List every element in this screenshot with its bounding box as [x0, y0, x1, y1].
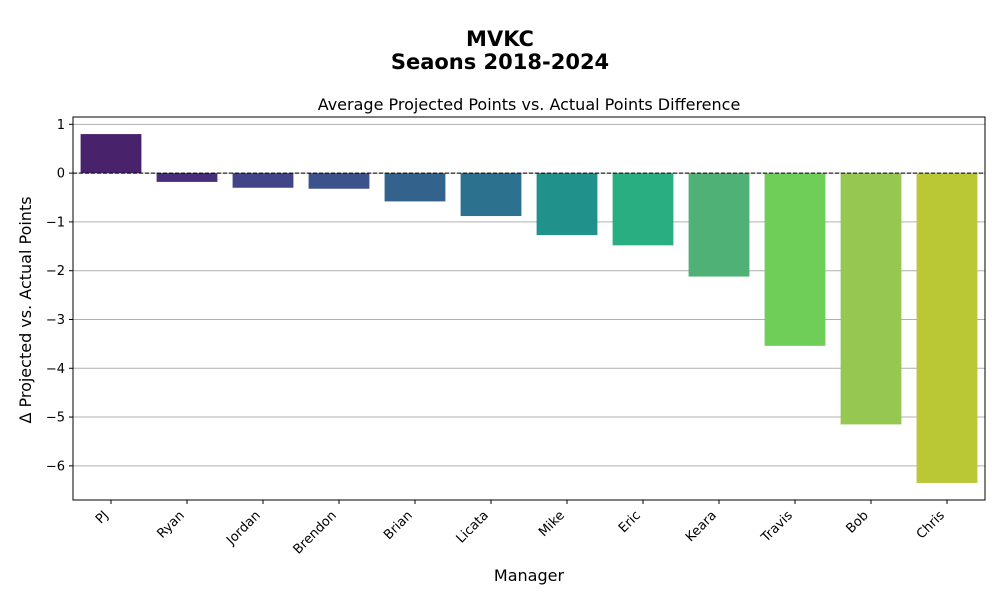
x-axis-ticks: PJ Ryan Jordan Brendon Brian Licata Mike Eric Ke…: [93, 500, 948, 557]
bar-keara: [688, 173, 750, 277]
x-tick-label: Keara: [683, 508, 720, 545]
bar-travis: [764, 173, 826, 346]
x-tick-label: Brian: [381, 508, 416, 543]
x-tick-label: Licata: [454, 508, 492, 546]
y-axis-label: Δ Projected vs. Actual Points: [16, 196, 35, 423]
bar-jordan: [232, 173, 294, 188]
y-tick-label: −3: [46, 313, 65, 328]
y-tick-label: 1: [57, 118, 65, 133]
y-tick-label: −5: [46, 411, 65, 426]
y-tick-label: −1: [46, 215, 65, 230]
bar-licata: [460, 173, 522, 217]
x-tick-label: Chris: [914, 508, 948, 542]
x-tick-label: Mike: [536, 508, 568, 540]
axes-frame: [72, 116, 986, 501]
x-tick-label: Jordan: [223, 508, 264, 549]
bars: [80, 134, 978, 483]
bar-pj: [80, 134, 142, 174]
y-tick-label: −2: [46, 264, 65, 279]
chart-suptitle-line2: Seaons 2018-2024: [391, 50, 609, 74]
y-axis-ticks: 1 0 −1 −2 −3 −4 −5 −6: [46, 118, 73, 474]
chart-suptitle-line1: MVKC: [466, 27, 534, 51]
bar-brendon: [308, 173, 370, 189]
bar-brian: [384, 173, 446, 202]
bar-chris: [916, 173, 978, 483]
x-axis-label: Manager: [494, 566, 565, 585]
x-tick-label: Ryan: [154, 508, 187, 541]
bar-eric: [612, 173, 674, 246]
x-tick-label: PJ: [93, 508, 112, 527]
x-tick-label: Eric: [616, 508, 644, 536]
bar-ryan: [156, 173, 218, 182]
bar-bob: [840, 173, 902, 425]
x-tick-label: Brendon: [291, 508, 340, 557]
bar-mike: [536, 173, 598, 236]
y-tick-label: 0: [57, 167, 65, 182]
y-tick-label: −6: [46, 459, 65, 474]
x-tick-label: Travis: [758, 508, 796, 546]
chart-title: Average Projected Points vs. Actual Poin…: [318, 95, 741, 114]
x-tick-label: Bob: [843, 508, 871, 536]
y-tick-label: −4: [46, 362, 65, 377]
